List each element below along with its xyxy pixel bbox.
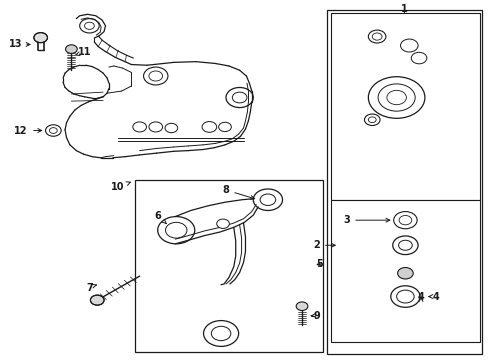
Bar	[330, 13, 479, 200]
Circle shape	[34, 33, 47, 42]
Bar	[135, 180, 322, 352]
Text: 6: 6	[154, 211, 166, 224]
Text: 4: 4	[417, 292, 424, 302]
Circle shape	[296, 302, 307, 311]
Circle shape	[397, 267, 412, 279]
Text: 7: 7	[86, 283, 93, 293]
Bar	[327, 10, 482, 354]
Text: 11: 11	[78, 46, 91, 57]
Text: 3: 3	[343, 215, 389, 225]
Text: 1: 1	[400, 4, 407, 14]
Text: 10: 10	[111, 182, 130, 192]
Text: 8: 8	[222, 185, 254, 199]
Text: 2: 2	[313, 240, 335, 250]
Circle shape	[90, 295, 104, 305]
Text: 9: 9	[313, 311, 319, 320]
Bar	[330, 200, 479, 342]
Text: 13: 13	[9, 40, 22, 49]
Text: 5: 5	[316, 259, 322, 269]
Text: 4: 4	[431, 292, 438, 302]
Circle shape	[65, 45, 77, 53]
Circle shape	[216, 219, 229, 228]
Text: 12: 12	[14, 126, 27, 135]
